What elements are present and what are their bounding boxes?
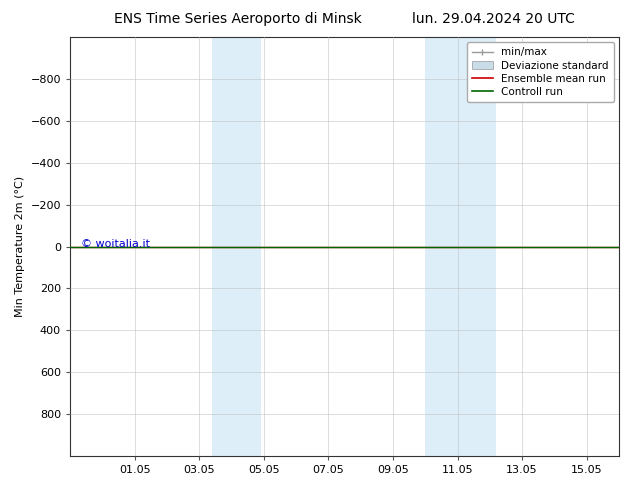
Legend: min/max, Deviazione standard, Ensemble mean run, Controll run: min/max, Deviazione standard, Ensemble m… <box>467 42 614 102</box>
Text: lun. 29.04.2024 20 UTC: lun. 29.04.2024 20 UTC <box>412 12 575 26</box>
Text: ENS Time Series Aeroporto di Minsk: ENS Time Series Aeroporto di Minsk <box>114 12 362 26</box>
Text: © woitalia.it: © woitalia.it <box>81 240 150 249</box>
Bar <box>212 37 261 456</box>
Y-axis label: Min Temperature 2m (°C): Min Temperature 2m (°C) <box>15 176 25 317</box>
Bar <box>425 37 496 456</box>
